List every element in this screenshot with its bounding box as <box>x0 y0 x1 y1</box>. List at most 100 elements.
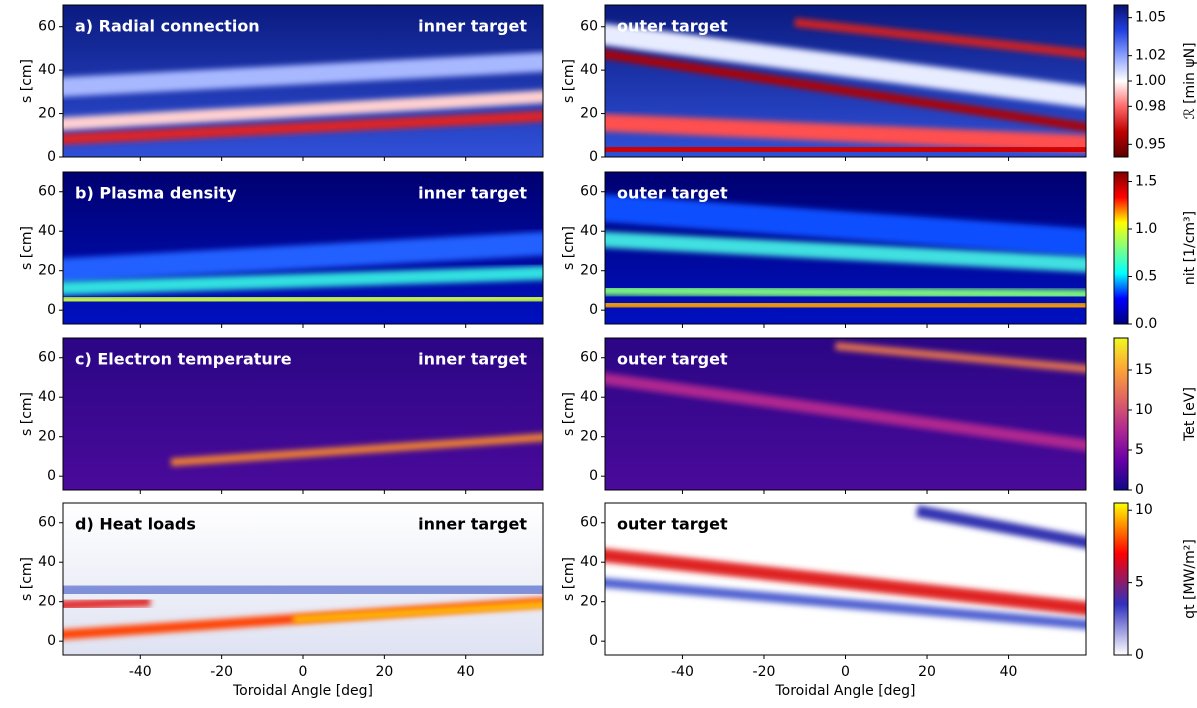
heatmap-shade <box>605 141 1086 157</box>
y-tick-label: 20 <box>580 594 598 610</box>
heatmap <box>605 503 1086 655</box>
heatmap-shade <box>292 601 543 623</box>
y-tick-label: 60 <box>580 515 598 531</box>
x-tick-label: 20 <box>918 664 936 680</box>
y-tick-label: 40 <box>38 389 56 405</box>
colorbar-label: qt [MW/m²] <box>1182 539 1197 619</box>
heatmap-shade <box>63 231 543 283</box>
y-tick-label: 20 <box>580 429 598 445</box>
panel-title: b) Plasma density <box>75 184 237 203</box>
colorbar <box>1113 502 1129 656</box>
heatmap-shade <box>170 433 543 467</box>
colorbar-tick-label: 5 <box>1135 442 1144 458</box>
y-axis-label: s [cm] <box>561 557 577 601</box>
heatmap-shade <box>605 49 1086 132</box>
x-tick-label: 20 <box>375 664 393 680</box>
y-tick-label: 40 <box>580 389 598 405</box>
y-tick-label: 60 <box>38 515 56 531</box>
colorbar-tick-label: 5 <box>1135 575 1144 591</box>
colorbar-tick-label: 1.05 <box>1135 10 1166 26</box>
y-axis-label: s [cm] <box>561 392 577 436</box>
x-tick-label: 0 <box>841 664 850 680</box>
colorbar <box>1113 171 1129 325</box>
y-tick-label: 20 <box>38 263 56 279</box>
y-axis-label: s [cm] <box>561 59 577 103</box>
target-label: outer target <box>617 184 728 203</box>
x-tick-label: -20 <box>210 664 233 680</box>
heatmap <box>63 338 543 490</box>
y-tick-label: 60 <box>38 19 56 35</box>
heatmap-shade <box>605 577 1086 630</box>
colorbar-label: ℛ [min ψN] <box>1182 42 1197 119</box>
y-tick-label: 60 <box>38 184 56 200</box>
x-tick-label: 40 <box>1000 664 1018 680</box>
heatmap <box>605 5 1086 157</box>
colorbar-tick-label: 10 <box>1135 402 1153 418</box>
y-tick-label: 0 <box>47 633 56 649</box>
panel-title: a) Radial connection <box>75 17 260 36</box>
colorbar <box>1113 4 1129 158</box>
y-axis-label: s [cm] <box>19 557 35 601</box>
y-tick-label: 20 <box>38 106 56 122</box>
panel-title: c) Electron temperature <box>75 350 292 369</box>
y-tick-label: 0 <box>47 468 56 484</box>
colorbar-tick-label: 1.5 <box>1135 174 1157 190</box>
y-tick-label: 40 <box>38 554 56 570</box>
y-tick-label: 0 <box>47 149 56 165</box>
heatmap-shade <box>605 194 1086 257</box>
x-tick-label: -40 <box>671 664 694 680</box>
y-axis-label: s [cm] <box>19 226 35 270</box>
heatmap-shade <box>605 285 1086 300</box>
target-label: inner target <box>418 17 527 36</box>
heatmap-shade <box>63 52 543 97</box>
x-tick-label: -20 <box>753 664 776 680</box>
heatmap-shade <box>794 18 1086 59</box>
y-tick-label: 0 <box>47 302 56 318</box>
heatmap-shade <box>63 293 543 306</box>
colorbar-tick-label: 0.95 <box>1135 136 1166 152</box>
y-tick-label: 60 <box>38 350 56 366</box>
colorbar-tick-label: 1.00 <box>1135 73 1166 89</box>
colorbar-tick-label: 0 <box>1135 482 1144 498</box>
target-label: outer target <box>617 17 728 36</box>
target-label: inner target <box>418 184 527 203</box>
y-tick-label: 40 <box>580 62 598 78</box>
colorbar-tick-label: 10 <box>1135 502 1153 518</box>
heatmap-shade <box>605 113 1086 153</box>
y-tick-label: 20 <box>38 429 56 445</box>
y-tick-label: 20 <box>580 263 598 279</box>
heatmap <box>63 172 543 324</box>
y-tick-label: 20 <box>38 594 56 610</box>
y-tick-label: 0 <box>589 302 598 318</box>
heatmap-shade <box>605 23 1086 109</box>
y-tick-label: 60 <box>580 350 598 366</box>
y-tick-label: 40 <box>38 62 56 78</box>
heatmap-shade <box>605 231 1086 273</box>
colorbar-tick-label: 15 <box>1135 362 1153 378</box>
y-axis-label: s [cm] <box>561 226 577 270</box>
y-tick-label: 60 <box>580 184 598 200</box>
colorbar-label: nit [1/cm³] <box>1182 211 1197 285</box>
heatmap-shade <box>915 505 1086 549</box>
target-label: inner target <box>418 515 527 534</box>
y-tick-label: 60 <box>580 19 598 35</box>
y-axis-label: s [cm] <box>19 59 35 103</box>
colorbar-label: Tet [eV] <box>1182 387 1197 442</box>
y-tick-label: 40 <box>580 223 598 239</box>
x-axis-label: Toroidal Angle [deg] <box>232 683 373 699</box>
heatmap-shade <box>605 299 1086 312</box>
colorbar-tick-label: 1.0 <box>1135 221 1157 237</box>
heatmap-shade <box>63 596 151 611</box>
heatmap-shade <box>835 341 1086 373</box>
y-tick-label: 20 <box>580 106 598 122</box>
heatmap-shade <box>605 548 1086 616</box>
colorbar-tick-label: 0.5 <box>1135 269 1157 285</box>
target-label: outer target <box>617 350 728 369</box>
heatmap <box>63 5 543 157</box>
y-tick-label: 40 <box>38 223 56 239</box>
heatmap-shade <box>63 266 543 296</box>
heatmap-shade <box>63 90 543 131</box>
colorbar-tick-label: 0 <box>1135 647 1144 663</box>
x-tick-label: 40 <box>457 664 475 680</box>
